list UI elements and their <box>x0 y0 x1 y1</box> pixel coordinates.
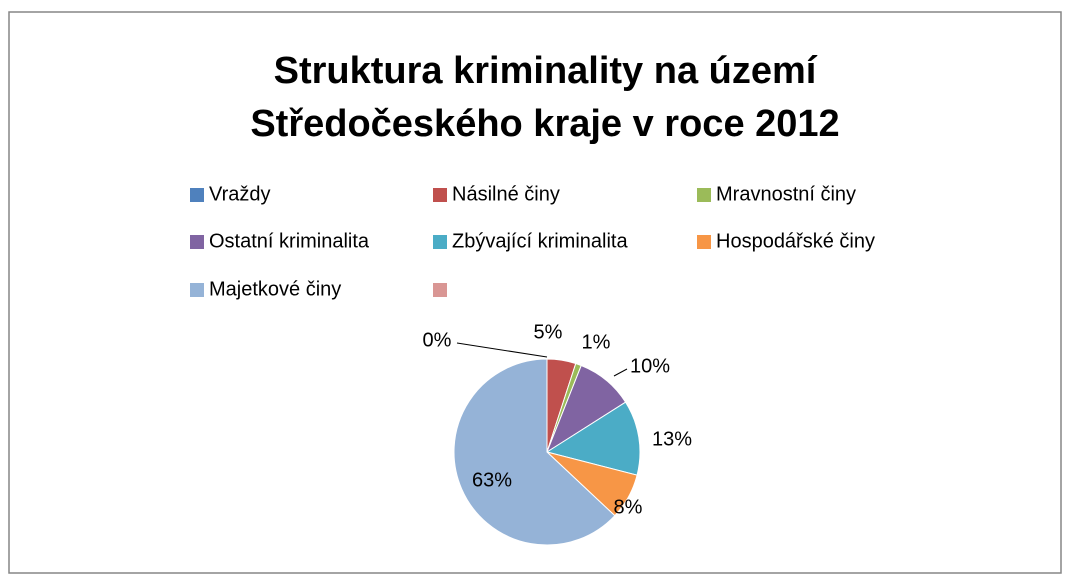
legend-label: Hospodářské činy <box>716 230 875 252</box>
legend-label: Zbývající kriminalita <box>452 230 628 252</box>
data-label: 13% <box>652 428 692 450</box>
legend-label: Ostatní kriminalita <box>209 230 370 252</box>
legend-swatch <box>190 188 204 202</box>
pie-slice <box>545 401 641 476</box>
chart-title: Struktura kriminality na území Středočes… <box>250 50 840 145</box>
pie-slice <box>453 358 616 546</box>
legend-swatch <box>190 283 204 297</box>
legend-swatch <box>433 235 447 249</box>
legend-swatch <box>697 188 711 202</box>
legend-label: Mravnostní činy <box>716 183 856 205</box>
data-label: 0% <box>423 329 452 351</box>
data-label: 5% <box>534 321 563 343</box>
data-label: 63% <box>472 469 512 491</box>
legend-swatch <box>433 283 447 297</box>
legend-swatch <box>190 235 204 249</box>
legend-label: Vraždy <box>209 183 271 205</box>
legend-label: Majetkové činy <box>209 278 341 300</box>
legend-swatch <box>433 188 447 202</box>
data-label: 8% <box>614 496 643 518</box>
legend-swatch <box>697 235 711 249</box>
data-label: 10% <box>630 355 670 377</box>
leader-line <box>456 342 548 358</box>
leader-line <box>613 368 628 377</box>
legend-label: Násilné činy <box>452 183 560 205</box>
data-label: 1% <box>582 331 611 353</box>
